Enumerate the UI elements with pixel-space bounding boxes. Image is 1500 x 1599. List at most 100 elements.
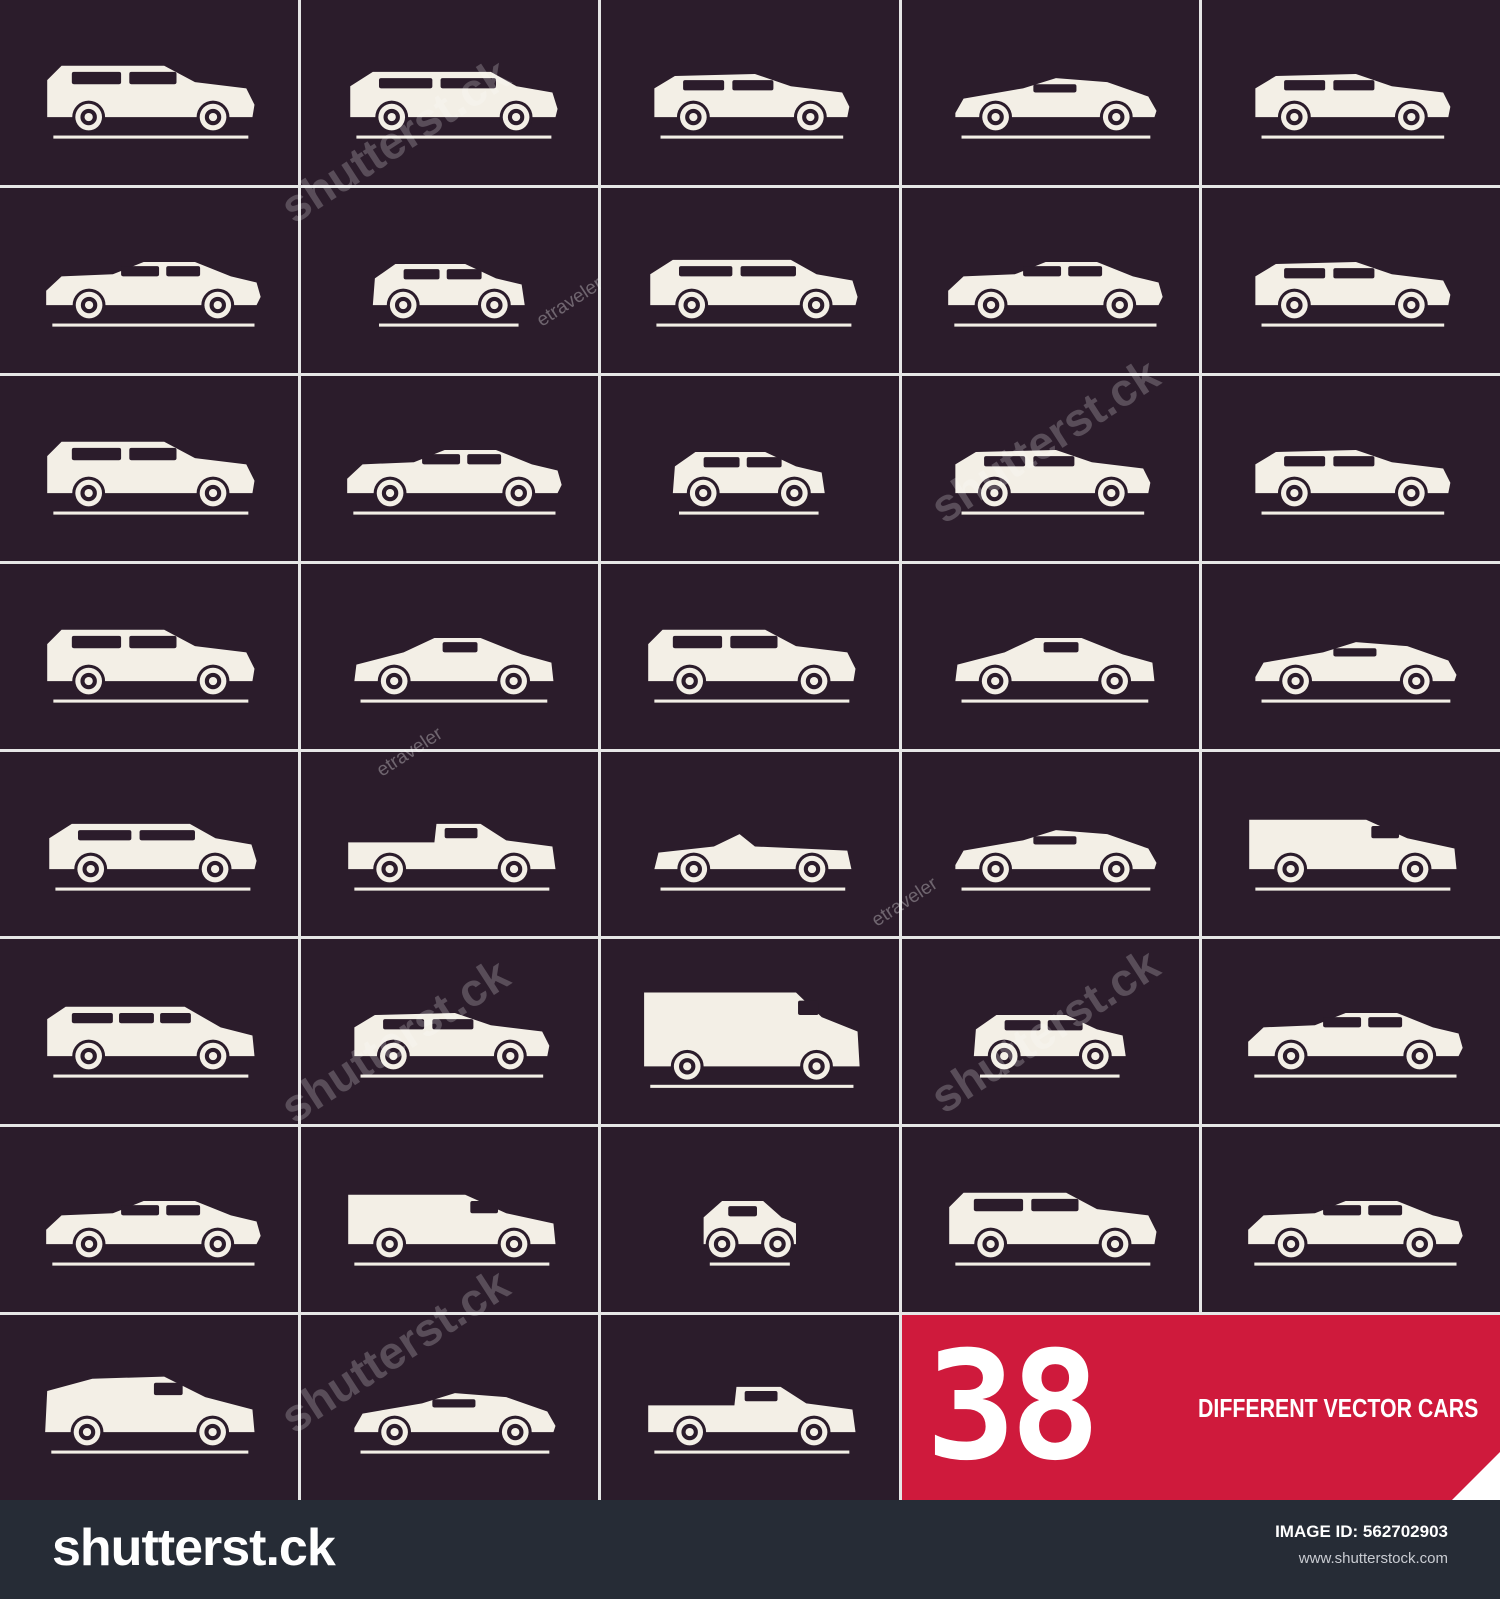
car-window bbox=[153, 1382, 183, 1396]
car-wheel bbox=[1407, 488, 1416, 497]
pickup-truck-icon bbox=[347, 823, 556, 891]
car-wheel bbox=[1110, 1240, 1119, 1249]
shutterstock-logo[interactable]: shutterst.ck bbox=[52, 1519, 336, 1577]
car-wheel bbox=[509, 864, 518, 873]
car-wheel bbox=[1111, 864, 1121, 873]
car-wheel bbox=[213, 1240, 222, 1249]
car-window bbox=[129, 447, 177, 460]
car-wheel bbox=[1091, 1052, 1100, 1061]
car-tile bbox=[300, 375, 599, 561]
car-tile bbox=[601, 0, 899, 185]
ground-line bbox=[654, 699, 850, 703]
hatchback-car-icon bbox=[353, 1013, 549, 1078]
car-wheel bbox=[505, 1052, 515, 1061]
ground-line bbox=[1254, 1074, 1457, 1078]
car-tile bbox=[300, 563, 599, 749]
car-wheel bbox=[208, 488, 218, 497]
car-wheel bbox=[986, 300, 995, 310]
car-window bbox=[703, 456, 740, 468]
car-wheel bbox=[385, 864, 394, 873]
car-window bbox=[1333, 647, 1377, 657]
car-window bbox=[1022, 265, 1061, 277]
compact-car-icon bbox=[673, 451, 825, 515]
car-wheel bbox=[1291, 676, 1301, 685]
car-window bbox=[683, 80, 725, 91]
car-wheel bbox=[1287, 1240, 1296, 1249]
ground-line bbox=[1261, 511, 1445, 515]
car-wheel bbox=[1111, 112, 1121, 122]
stock-footer: shutterst.ck IMAGE ID: 562702903 www.shu… bbox=[0, 1500, 1500, 1599]
car-tile bbox=[300, 751, 599, 937]
car-wheel bbox=[1290, 488, 1299, 497]
car-tile bbox=[601, 187, 899, 373]
sports-car-icon bbox=[955, 78, 1157, 139]
car-wheel bbox=[806, 112, 815, 122]
car-wheel bbox=[999, 1052, 1009, 1061]
car-window bbox=[77, 829, 132, 840]
car-window bbox=[732, 80, 774, 91]
car-icon-grid: 38 DIFFERENT VECTOR CARS bbox=[0, 0, 1500, 1500]
car-wheel bbox=[991, 864, 1000, 873]
car-wheel bbox=[509, 1240, 518, 1249]
ground-line bbox=[353, 1262, 549, 1266]
car-window bbox=[1033, 835, 1077, 844]
ground-line bbox=[52, 323, 255, 327]
car-tile bbox=[0, 563, 298, 749]
ground-line bbox=[660, 135, 844, 139]
car-wheel bbox=[84, 676, 93, 685]
hatchback-car-icon bbox=[654, 73, 850, 139]
car-window bbox=[71, 635, 122, 648]
car-window bbox=[973, 1199, 1023, 1212]
car-window bbox=[1033, 455, 1075, 467]
car-body bbox=[45, 1376, 255, 1433]
car-window bbox=[382, 1019, 424, 1030]
hatchback-car-icon bbox=[1255, 73, 1451, 139]
car-wheel bbox=[489, 300, 499, 310]
car-tile bbox=[300, 1315, 599, 1500]
ground-line bbox=[961, 699, 1149, 703]
car-wheel bbox=[208, 1428, 217, 1437]
car-wheel bbox=[689, 864, 699, 873]
car-window bbox=[119, 1013, 154, 1024]
ground-line bbox=[352, 511, 556, 515]
car-window bbox=[740, 265, 797, 277]
car-tile bbox=[1202, 751, 1500, 937]
car-wheel bbox=[790, 488, 799, 497]
car-window bbox=[466, 453, 501, 465]
ground-line bbox=[961, 887, 1151, 891]
panel-van-icon bbox=[45, 1376, 255, 1454]
car-tile bbox=[901, 939, 1200, 1125]
car-wheel bbox=[1107, 488, 1116, 497]
car-wheel bbox=[810, 1428, 819, 1437]
car-window bbox=[1333, 455, 1375, 467]
ground-line bbox=[360, 1450, 549, 1454]
car-window bbox=[746, 456, 782, 468]
car-tile bbox=[1202, 939, 1500, 1125]
sedan-car-icon bbox=[1248, 1201, 1464, 1266]
car-wheel bbox=[84, 488, 93, 497]
sports-car-icon bbox=[353, 1393, 556, 1454]
footer-url[interactable]: www.shutterstock.com bbox=[1298, 1550, 1448, 1567]
ground-line bbox=[1261, 323, 1445, 327]
car-tile bbox=[300, 0, 599, 185]
car-wheel bbox=[208, 112, 218, 122]
pickup-truck-icon bbox=[648, 1387, 856, 1454]
suv-car-icon bbox=[648, 629, 856, 703]
car-window bbox=[1068, 265, 1102, 277]
coupe-car-icon bbox=[955, 637, 1155, 703]
ground-line bbox=[55, 887, 251, 891]
car-wheel bbox=[510, 1428, 519, 1437]
car-tile bbox=[0, 751, 298, 937]
car-window bbox=[1333, 80, 1375, 91]
car-tile bbox=[901, 751, 1200, 937]
hatchback-car-icon bbox=[1255, 261, 1451, 327]
car-window bbox=[728, 1206, 758, 1217]
car-wheel bbox=[808, 864, 817, 873]
car-wheel bbox=[812, 1062, 821, 1071]
hatchback-car-icon bbox=[955, 449, 1151, 515]
car-window bbox=[1284, 80, 1326, 91]
car-window bbox=[1368, 1205, 1403, 1216]
ground-line bbox=[360, 1074, 543, 1078]
minivan-icon bbox=[47, 1007, 255, 1078]
ground-line bbox=[654, 1450, 850, 1454]
